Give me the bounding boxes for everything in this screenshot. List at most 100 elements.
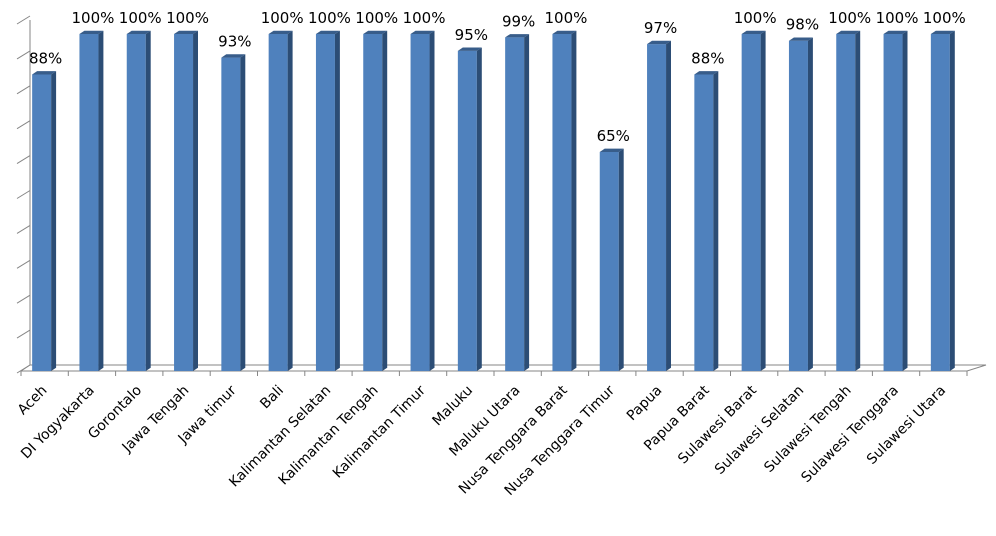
- bar-19: [883, 30, 908, 371]
- bar-front: [599, 151, 619, 371]
- y-axis-tick: [16, 224, 31, 234]
- bar-front: [552, 34, 572, 371]
- bar-top: [741, 30, 766, 34]
- category-label: Aceh: [15, 383, 51, 419]
- bar-side: [145, 30, 151, 371]
- bar-8: [363, 30, 388, 371]
- data-label: 100%: [923, 9, 966, 27]
- bar-14: [647, 40, 671, 372]
- bar-front: [788, 40, 808, 372]
- bar-top: [883, 30, 908, 34]
- bar-6: [268, 30, 293, 371]
- bar-side: [476, 47, 482, 372]
- bar-front: [410, 34, 430, 371]
- bar-front: [883, 34, 903, 371]
- bar-side: [51, 71, 57, 371]
- bar-top: [363, 30, 388, 34]
- bar-top: [174, 30, 198, 34]
- category-label: Sulawesi Tengah: [761, 383, 854, 476]
- bar-top: [694, 71, 719, 75]
- bar-top: [647, 40, 671, 45]
- y-axis-tick: [16, 294, 31, 304]
- bar-side: [429, 30, 435, 371]
- bar-1: [32, 71, 57, 371]
- bar-18: [836, 30, 861, 371]
- bar-front: [505, 37, 525, 372]
- data-label: 100%: [545, 9, 588, 27]
- y-axis-tick: [16, 190, 31, 199]
- bar-20: [930, 30, 955, 371]
- bar-front: [647, 44, 667, 372]
- bar-top: [457, 47, 482, 51]
- bar-side: [666, 40, 671, 372]
- y-axis-tick: [16, 364, 31, 374]
- bar-side: [949, 30, 955, 371]
- bar-side: [287, 30, 293, 371]
- data-label: 100%: [72, 9, 115, 27]
- bar-side: [382, 30, 388, 371]
- bar-7: [315, 30, 340, 371]
- data-labels-layer: 88%100% 100% 100%93%100% 100% 100% 100%95%99%…: [29, 9, 966, 145]
- bar-top: [410, 30, 435, 34]
- bar-front: [32, 74, 52, 371]
- data-label: 100%: [308, 9, 351, 27]
- bar-front: [457, 50, 477, 371]
- bars-layer: [32, 30, 955, 372]
- bar-top: [552, 30, 577, 34]
- y-axis-tick: [16, 329, 31, 339]
- data-label: 99%: [502, 12, 535, 30]
- bar-side: [855, 30, 861, 371]
- bar-front: [268, 34, 288, 371]
- bar-13: [599, 148, 624, 371]
- category-label: Sulawesi Selatan: [712, 383, 807, 478]
- bar-4: [174, 30, 198, 371]
- bar-front: [315, 34, 335, 371]
- bar-side: [760, 30, 766, 371]
- bar-side: [902, 30, 908, 371]
- data-label: 97%: [644, 19, 677, 37]
- bar-front: [836, 34, 856, 371]
- bar-side: [98, 30, 104, 371]
- data-label: 100%: [261, 9, 304, 27]
- bar-3: [126, 30, 151, 371]
- bar-17: [788, 37, 813, 372]
- bar-side: [240, 54, 246, 371]
- data-label: 98%: [786, 16, 819, 34]
- category-label: Bali: [257, 383, 287, 413]
- data-label: 100%: [119, 9, 162, 27]
- bar-side: [713, 71, 719, 371]
- y-axis-tick: [16, 50, 31, 60]
- bar-11: [505, 34, 530, 372]
- bar-side: [618, 148, 624, 371]
- y-axis-tick: [16, 259, 31, 269]
- bar-front: [221, 57, 241, 372]
- bar-side: [524, 34, 530, 371]
- bar-top: [599, 148, 624, 152]
- data-label: 100%: [876, 9, 919, 27]
- data-label: 100%: [734, 9, 777, 27]
- bar-top: [79, 30, 104, 34]
- bar-top: [315, 30, 340, 34]
- bar-front: [174, 34, 194, 371]
- y-axis-tick: [16, 155, 31, 165]
- bar-front: [363, 34, 383, 371]
- data-label: 93%: [218, 33, 251, 51]
- bar-top: [126, 30, 151, 34]
- category-label: Maluku: [430, 383, 477, 430]
- bar-front: [79, 34, 99, 371]
- data-label: 88%: [691, 49, 724, 67]
- data-label: 100%: [828, 9, 871, 27]
- bar-front: [694, 74, 714, 371]
- category-label: Papua: [624, 383, 666, 425]
- bar-side: [571, 30, 577, 371]
- bar-front: [126, 34, 146, 371]
- bar-9: [410, 30, 435, 371]
- category-label: Kalimantan Timur: [330, 382, 429, 481]
- bar-top: [505, 34, 530, 38]
- bar-side: [193, 30, 198, 371]
- bar-side: [807, 37, 813, 371]
- bar-15: [694, 71, 719, 371]
- data-label: 100%: [355, 9, 398, 27]
- y-axis-tick: [16, 120, 31, 130]
